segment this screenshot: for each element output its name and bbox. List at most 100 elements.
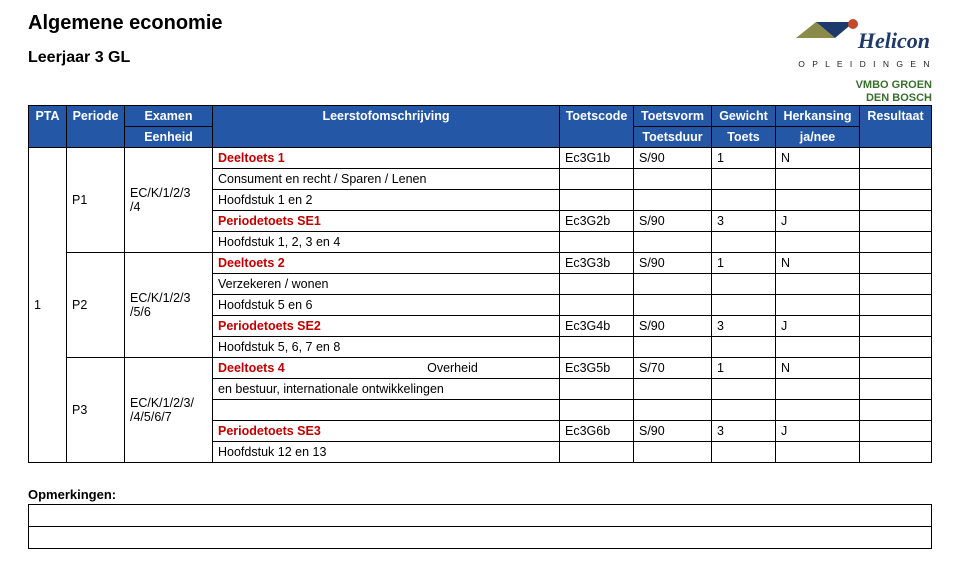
toetscode-cell: Ec3G3b [560,253,634,274]
table-row: P2EC/K/1/2/3/5/6Deeltoets 2Ec3G3bS/901N [29,253,932,274]
remarks-row [29,527,932,549]
toetscode-cell: Ec3G2b [560,211,634,232]
toetscode-cell [560,232,634,253]
toetscode-cell [560,379,634,400]
toetsvorm-cell [634,400,712,421]
gewicht-cell [712,400,776,421]
leerstof-cell: Deeltoets 2 [213,253,560,274]
toetsvorm-cell: S/90 [634,316,712,337]
herkansing-cell [776,337,860,358]
toetsvorm-cell [634,169,712,190]
leerstof-cell: Hoofdstuk 12 en 13 [213,442,560,463]
gewicht-cell [712,232,776,253]
col-toetsduur: Toetsduur [634,127,712,148]
col-gewicht: Gewicht [712,106,776,127]
gewicht-cell [712,379,776,400]
logo-vmbo: VMBO GROEN DEN BOSCH [792,79,932,105]
gewicht-cell: 1 [712,253,776,274]
gewicht-cell: 1 [712,358,776,379]
herkansing-cell: J [776,211,860,232]
col-toetscode: Toetscode [560,106,634,148]
remarks-row [29,505,932,527]
toetsvorm-cell: S/70 [634,358,712,379]
gewicht-cell: 3 [712,421,776,442]
toetscode-cell [560,169,634,190]
leerstof-cell: Hoofdstuk 5 en 6 [213,295,560,316]
gewicht-cell [712,337,776,358]
toetsvorm-cell: S/90 [634,253,712,274]
col-pta: PTA [29,106,67,148]
svg-text:Helicon: Helicon [857,28,930,53]
resultaat-cell [860,211,932,232]
gewicht-cell: 3 [712,211,776,232]
resultaat-cell [860,316,932,337]
leerstof-cell: Periodetoets SE2 [213,316,560,337]
resultaat-cell [860,442,932,463]
remarks-section: Opmerkingen: [28,487,932,549]
table-header: PTA Periode Examen Leerstofomschrijving … [29,106,932,148]
gewicht-cell [712,295,776,316]
resultaat-cell [860,379,932,400]
col-periode: Periode [67,106,125,148]
remarks-label: Opmerkingen: [28,487,932,502]
col-leerstof: Leerstofomschrijving [213,106,560,148]
gewicht-cell [712,274,776,295]
col-janee: ja/nee [776,127,860,148]
page-title: Algemene economie [28,12,223,35]
resultaat-cell [860,190,932,211]
herkansing-cell: J [776,316,860,337]
pta-table: PTA Periode Examen Leerstofomschrijving … [28,105,932,463]
toetsvorm-cell [634,442,712,463]
eenheid-cell: EC/K/1/2/3/4 [125,148,213,253]
col-toetsvorm: Toetsvorm [634,106,712,127]
toetscode-cell [560,337,634,358]
resultaat-cell [860,421,932,442]
toetsvorm-cell [634,337,712,358]
leerstof-cell: Hoofdstuk 5, 6, 7 en 8 [213,337,560,358]
toetscode-cell [560,400,634,421]
herkansing-cell: N [776,358,860,379]
table-body: 1P1EC/K/1/2/3/4Deeltoets 1Ec3G1bS/901NCo… [29,148,932,463]
col-herkansing: Herkansing [776,106,860,127]
page-header: Algemene economie Leerjaar 3 GL Helicon … [28,12,932,105]
table-row: 1P1EC/K/1/2/3/4Deeltoets 1Ec3G1bS/901N [29,148,932,169]
resultaat-cell [860,232,932,253]
resultaat-cell [860,358,932,379]
leerstof-cell: Hoofdstuk 1 en 2 [213,190,560,211]
col-resultaat: Resultaat [860,106,932,148]
resultaat-cell [860,148,932,169]
resultaat-cell [860,253,932,274]
gewicht-cell [712,442,776,463]
col-toets: Toets [712,127,776,148]
herkansing-cell [776,232,860,253]
gewicht-cell [712,190,776,211]
toetsvorm-cell [634,295,712,316]
toetscode-cell [560,190,634,211]
toetscode-cell: Ec3G4b [560,316,634,337]
table-row: P3EC/K/1/2/3//4/5/6/7Deeltoets 4 Overhei… [29,358,932,379]
resultaat-cell [860,274,932,295]
leerstof-cell: Consument en recht / Sparen / Lenen [213,169,560,190]
toetsvorm-cell [634,274,712,295]
leerstof-cell: Deeltoets 4 Overheid [213,358,560,379]
resultaat-cell [860,169,932,190]
periode-cell: P3 [67,358,125,463]
remarks-table [28,504,932,549]
toetscode-cell [560,274,634,295]
toetsvorm-cell [634,232,712,253]
leerstof-cell: Hoofdstuk 1, 2, 3 en 4 [213,232,560,253]
page-subtitle: Leerjaar 3 GL [28,49,223,67]
gewicht-cell: 1 [712,148,776,169]
herkansing-cell: N [776,148,860,169]
herkansing-cell: N [776,253,860,274]
col-examen: Examen [125,106,213,127]
gewicht-cell [712,169,776,190]
herkansing-cell [776,379,860,400]
col-eenheid: Eenheid [125,127,213,148]
herkansing-cell [776,190,860,211]
leerstof-cell: en bestuur, internationale ontwikkelinge… [213,379,560,400]
pta-cell: 1 [29,148,67,463]
eenheid-cell: EC/K/1/2/3//4/5/6/7 [125,358,213,463]
leerstof-cell: Verzekeren / wonen [213,274,560,295]
toetsvorm-cell [634,190,712,211]
